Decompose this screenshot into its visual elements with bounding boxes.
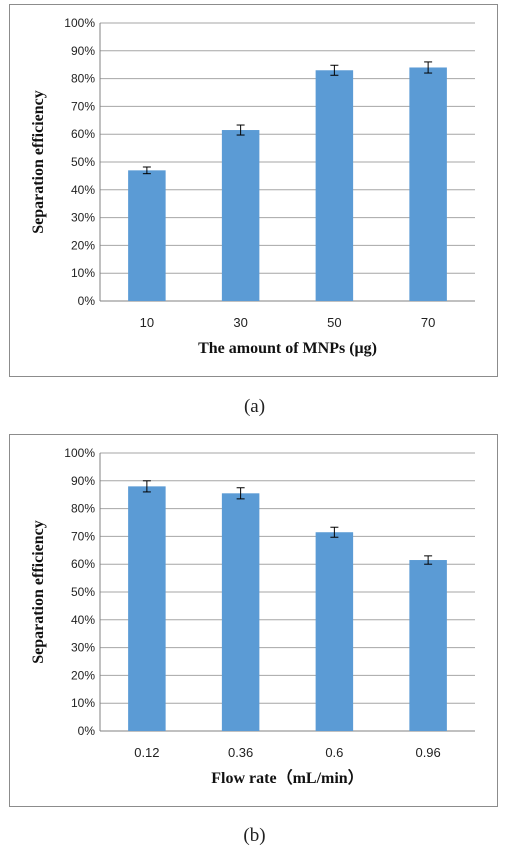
y-tick-label: 20% — [71, 238, 95, 252]
x-axis-title: The amount of MNPs (μg) — [198, 340, 377, 357]
error-bar — [142, 166, 151, 175]
y-tick-label: 60% — [71, 127, 95, 141]
error-bar — [424, 61, 433, 74]
y-tick-label: 90% — [71, 474, 95, 488]
bar — [409, 560, 447, 731]
y-tick-label: 50% — [71, 585, 95, 599]
error-bar — [424, 555, 433, 565]
bar — [128, 170, 166, 301]
y-tick-label: 50% — [71, 155, 95, 169]
caption-a: (a) — [243, 396, 266, 417]
y-tick-label: 0% — [78, 294, 96, 308]
error-bar — [330, 64, 339, 76]
bar — [315, 70, 354, 301]
caption-b: (b) — [243, 825, 266, 846]
y-tick-label: 100% — [64, 446, 95, 460]
x-tick-label: 0.36 — [228, 745, 253, 760]
y-tick-label: 80% — [71, 72, 95, 86]
x-axis-title: Flow rate（mL/min） — [211, 769, 363, 787]
error-bar — [236, 124, 245, 136]
y-tick-label: 0% — [78, 724, 96, 738]
y-tick-label: 70% — [71, 529, 95, 543]
y-axis-title: Separation efficiency — [30, 520, 47, 664]
x-tick-label: 70 — [421, 315, 435, 330]
y-tick-label: 10% — [71, 696, 95, 710]
y-tick-label: 40% — [71, 613, 95, 627]
bar — [221, 493, 260, 731]
bar — [409, 67, 447, 301]
y-tick-label: 60% — [71, 557, 95, 571]
y-tick-label: 30% — [71, 211, 95, 225]
y-tick-label: 30% — [71, 641, 95, 655]
x-tick-label: 0.6 — [325, 745, 343, 760]
x-tick-label: 0.96 — [415, 745, 440, 760]
bar — [315, 532, 354, 731]
x-tick-label: 30 — [233, 315, 247, 330]
y-tick-label: 20% — [71, 668, 95, 682]
y-tick-label: 80% — [71, 502, 95, 516]
x-tick-label: 50 — [327, 315, 341, 330]
chart-panel-a: 0% 10% 20% 30% 40% 50% 60% 70% 80% 90% 100% 10 30 50 7… — [9, 4, 498, 377]
error-bar — [330, 526, 339, 538]
y-tick-label: 70% — [71, 99, 95, 113]
error-bar — [142, 480, 151, 493]
x-tick-label: 10 — [140, 315, 154, 330]
bar — [128, 486, 166, 731]
x-tick-label: 0.12 — [134, 745, 159, 760]
y-tick-label: 100% — [64, 16, 95, 30]
chart-b: 0% 10% 20% 30% 40% 50% 60% 70% 80% 90% 100% 0.12 0.3… — [30, 446, 475, 787]
y-tick-label: 10% — [71, 266, 95, 280]
bar — [221, 130, 260, 301]
y-tick-label: 40% — [71, 183, 95, 197]
chart-a: 0% 10% 20% 30% 40% 50% 60% 70% 80% 90% 100% 10 30 50 7… — [30, 16, 475, 357]
chart-panel-b: 0% 10% 20% 30% 40% 50% 60% 70% 80% 90% 100% 0.12 0.3… — [9, 434, 498, 807]
error-bar — [236, 487, 245, 500]
y-axis-title: Separation efficiency — [30, 90, 47, 234]
y-tick-label: 90% — [71, 44, 95, 58]
